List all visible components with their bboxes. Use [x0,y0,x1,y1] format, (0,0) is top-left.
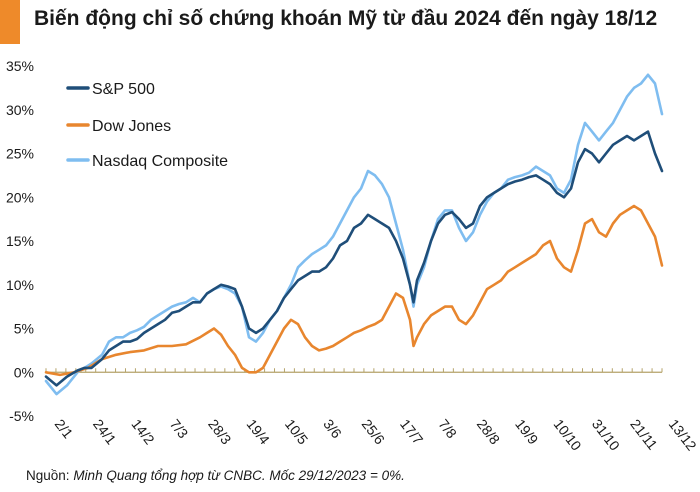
series-line-sp500 [44,130,664,387]
x-tick-label: 19/9 [512,416,542,447]
source-text: Minh Quang tổng hợp từ CNBC. Mốc 29/12/2… [73,468,405,483]
x-tick-label: 31/10 [589,416,623,454]
y-tick-label: 0% [14,364,34,380]
x-tick-label: 28/8 [474,416,504,447]
x-tick-label: 3/6 [320,416,345,441]
x-tick-label: 10/5 [282,416,312,447]
legend-label: Nasdaq Composite [92,153,228,170]
x-tick-label: 7/3 [167,416,192,441]
title-accent-bar [0,0,20,44]
x-tick-label: 17/7 [397,416,427,447]
y-tick-label: 20% [6,189,34,205]
series-line-dow-jones [44,204,664,377]
series-line-nasdaq [44,73,664,396]
x-tick-label: 24/1 [90,416,120,447]
x-tick-label: 14/2 [128,416,158,447]
x-tick-label: 10/10 [551,416,585,454]
x-tick-label: 7/8 [435,416,460,441]
legend-label: S&P 500 [92,81,155,98]
x-tick-label: 28/3 [205,416,235,447]
y-tick-label: -5% [9,408,34,424]
x-tick-label: 2/1 [52,416,77,441]
chart-title: Biến động chỉ số chứng khoán Mỹ từ đầu 2… [34,7,658,30]
x-tick-label: 21/11 [627,416,661,453]
x-tick-label: 13/12 [666,416,700,454]
source-label: Nguồn: [26,468,70,483]
y-tick-label: 5% [14,321,34,337]
y-tick-label: 35% [6,58,34,74]
x-tick-label: 25/6 [359,416,389,447]
legend-label: Dow Jones [92,118,171,135]
y-tick-label: 30% [6,102,34,118]
y-tick-label: 15% [6,233,34,249]
source-note: Nguồn: Minh Quang tổng hợp từ CNBC. Mốc … [26,468,405,483]
y-tick-label: 10% [6,277,34,293]
x-tick-label: 19/4 [244,416,274,447]
y-tick-label: 25% [6,146,34,162]
